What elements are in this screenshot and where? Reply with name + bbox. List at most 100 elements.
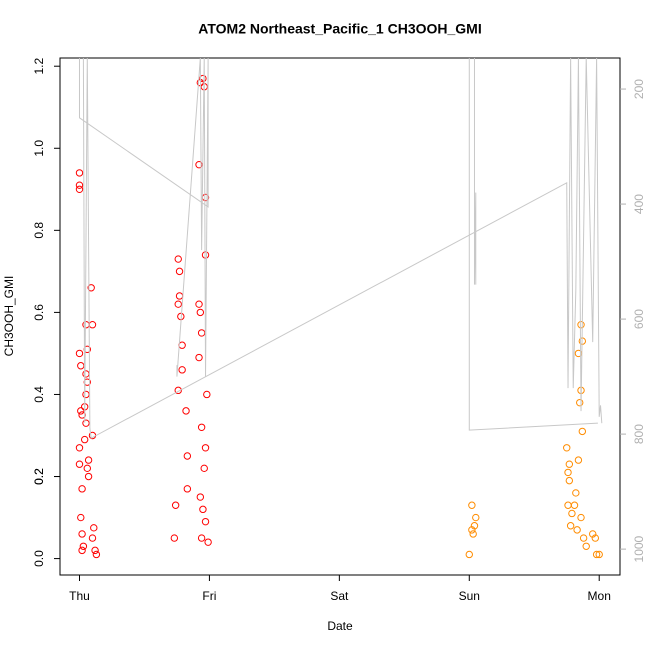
point	[88, 534, 97, 542]
point	[90, 524, 98, 532]
point	[577, 321, 585, 329]
point	[196, 493, 205, 501]
point	[197, 423, 206, 431]
point	[77, 407, 85, 415]
y-tick-label: 0.4	[32, 386, 46, 403]
point	[182, 407, 190, 415]
point	[78, 411, 86, 419]
point	[568, 509, 576, 518]
point	[469, 530, 477, 538]
point	[564, 501, 572, 509]
x-tick-label: Fri	[202, 589, 216, 603]
point	[75, 444, 84, 452]
point	[77, 362, 85, 370]
point	[75, 169, 84, 177]
point	[204, 538, 212, 546]
point	[75, 185, 84, 194]
point	[574, 456, 583, 464]
y-tick-label: 0.6	[32, 304, 46, 321]
x-axis-label: Date	[327, 619, 353, 633]
y-tick-label: 0.2	[32, 468, 46, 485]
point	[171, 501, 180, 509]
point	[80, 435, 89, 444]
point	[592, 550, 601, 559]
point	[77, 513, 85, 522]
point	[183, 452, 192, 460]
x-tick-label: Thu	[69, 589, 90, 603]
point	[75, 460, 84, 468]
point	[570, 501, 579, 509]
y2-tick-label: 1000	[632, 535, 646, 562]
point	[175, 267, 184, 276]
y-tick-label: 0.0	[32, 550, 46, 567]
point	[88, 321, 97, 329]
point	[199, 74, 207, 83]
point	[174, 300, 182, 308]
point	[84, 456, 93, 464]
point	[197, 534, 206, 542]
point	[579, 534, 588, 542]
point	[470, 522, 479, 530]
point	[591, 534, 600, 542]
point	[565, 476, 574, 485]
y-axis-label: CH3OOH_GMI	[2, 276, 16, 357]
point	[195, 300, 203, 308]
y2-tick-label: 800	[632, 424, 646, 444]
point	[468, 526, 476, 534]
point	[78, 530, 86, 538]
y-tick-label: 0.2	[32, 468, 46, 485]
point	[84, 472, 93, 481]
y-tick-label: 1.2	[32, 58, 46, 75]
point	[183, 485, 192, 493]
point	[87, 284, 95, 292]
plot-frame	[59, 57, 621, 576]
point	[566, 522, 575, 530]
pressure-line	[78, 58, 603, 439]
point	[199, 505, 207, 514]
point	[565, 460, 574, 468]
point	[78, 485, 86, 493]
point	[195, 160, 203, 169]
point	[175, 292, 184, 300]
point	[572, 489, 580, 497]
point	[174, 255, 182, 263]
x-tick-label: Sat	[330, 589, 349, 603]
y2-tick-label: 200	[632, 79, 646, 99]
point	[75, 181, 84, 189]
point	[170, 534, 179, 542]
point	[577, 513, 585, 522]
point	[92, 550, 101, 559]
point	[576, 398, 584, 407]
point	[78, 546, 86, 555]
point	[573, 526, 581, 534]
point	[174, 386, 182, 395]
point	[197, 329, 206, 337]
point	[83, 464, 91, 473]
point	[195, 353, 203, 362]
point	[578, 427, 587, 436]
point	[201, 444, 210, 452]
point	[564, 468, 572, 477]
y2-tick-label: 600	[632, 309, 646, 329]
point	[201, 517, 210, 526]
point	[75, 349, 84, 358]
point	[82, 321, 90, 329]
point	[82, 419, 90, 427]
y-tick-label: 1.0	[32, 140, 46, 157]
point	[79, 542, 88, 550]
y2-tick-label: 400	[632, 194, 646, 214]
point	[595, 550, 603, 559]
point	[563, 444, 571, 452]
x-tick-label: Mon	[588, 589, 611, 603]
point	[196, 308, 205, 317]
point	[82, 370, 90, 378]
point	[582, 542, 590, 550]
point	[589, 530, 597, 538]
point	[472, 513, 480, 522]
chart-title: ATOM2 Northeast_Pacific_1 CH3OOH_GMI	[198, 21, 481, 37]
point	[465, 550, 473, 559]
point	[203, 390, 211, 399]
point	[91, 546, 99, 555]
